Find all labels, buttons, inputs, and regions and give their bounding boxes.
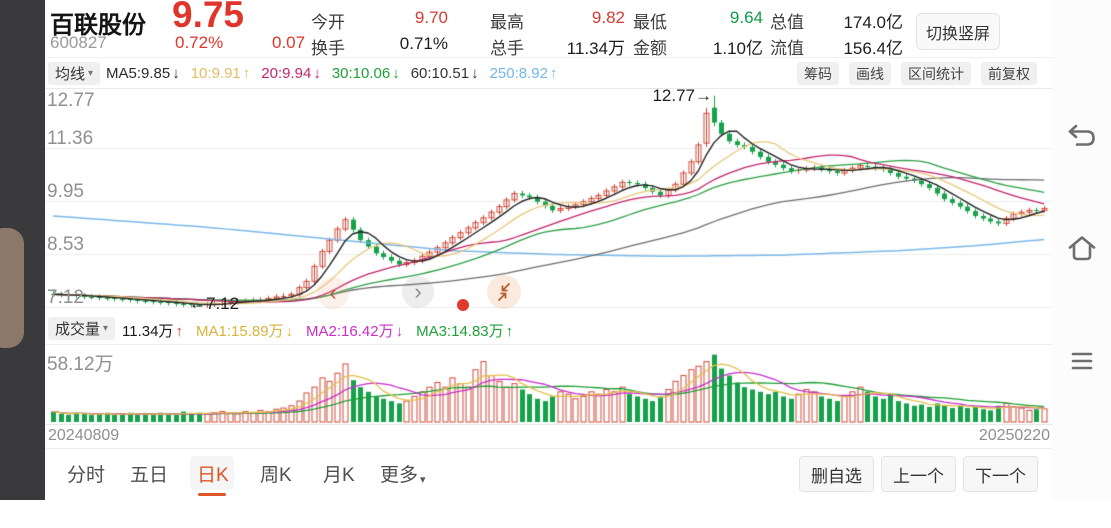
period-tabbar: 分时 五日 日K 周K 月K 更多 ▾ 删自选 上一个 下一个 xyxy=(45,448,1111,501)
back-button[interactable] xyxy=(1065,121,1099,155)
stat-value: 156.4亿 xyxy=(843,39,903,58)
tab-realtime[interactable]: 分时 xyxy=(67,465,106,486)
stat-label: 总值 xyxy=(770,13,804,32)
stat-label: 最高 xyxy=(490,13,524,32)
stat-label: 换手 xyxy=(311,39,345,58)
stock-name: 百联股份 xyxy=(50,12,146,39)
left-drawer-rail: › xyxy=(0,0,45,527)
stat-open: 今开 9.70 xyxy=(311,8,448,32)
chevron-right-icon: › xyxy=(0,506,3,528)
previous-stock-button[interactable]: 上一个 xyxy=(881,456,956,492)
stat-value: 0.71% xyxy=(399,34,448,53)
stat-value: 9.70 xyxy=(414,8,448,27)
volume-selector-button[interactable]: 成交量 ▾ xyxy=(48,317,116,340)
active-tab-underline xyxy=(198,493,226,496)
home-icon xyxy=(1068,236,1096,261)
range-stats-button[interactable]: 区间统计 xyxy=(901,62,971,85)
tab-daily-k[interactable]: 日K xyxy=(197,465,229,486)
home-button[interactable] xyxy=(1065,232,1099,266)
chevron-down-icon: ▾ xyxy=(88,68,94,79)
vol-ma3-value: MA3:14.83万 ↑ xyxy=(416,323,514,340)
stat-value: 1.10亿 xyxy=(712,39,763,58)
pan-right-button[interactable]: › xyxy=(402,276,434,308)
stat-turnover: 换手 0.71% xyxy=(311,34,448,58)
ma-selector-label: 均线 xyxy=(55,66,86,83)
ma10-value: 10:9.91 ↑ xyxy=(190,65,251,82)
stock-code: 600827 xyxy=(50,33,107,52)
y-axis-label: 12.77 xyxy=(47,90,95,111)
forward-adjust-button[interactable]: 前复权 xyxy=(981,62,1037,85)
menu-lines-icon xyxy=(1071,352,1093,370)
change-percent: 0.72% xyxy=(175,33,224,52)
draw-line-button[interactable]: 画线 xyxy=(849,62,891,85)
tab-5day[interactable]: 五日 xyxy=(130,465,169,486)
y-axis-label: 9.95 xyxy=(47,181,84,202)
header-divider xyxy=(45,57,1111,58)
y-axis-label: 11.36 xyxy=(47,128,94,149)
footer-buttons: 删自选 上一个 下一个 xyxy=(799,456,1038,492)
stat-amount: 金额 1.10亿 xyxy=(633,34,763,58)
stat-value: 9.82 xyxy=(591,8,625,27)
current-volume: 11.34万 ↑ xyxy=(122,323,183,340)
ma30-value: 30:10.06 ↓ xyxy=(331,65,400,82)
volume-canvas[interactable] xyxy=(45,345,1052,424)
vol-ma1-value: MA1:15.89万 ↓ xyxy=(196,323,294,340)
switch-portrait-button[interactable]: 切换竖屏 xyxy=(916,13,1000,50)
stat-label: 今开 xyxy=(311,13,345,32)
tab-weekly-k[interactable]: 周K xyxy=(260,465,292,486)
volume-axis-label: 58.12万 xyxy=(47,354,114,375)
stat-market-cap: 总值 174.0亿 xyxy=(770,8,903,32)
ma-selector-button[interactable]: 均线 ▾ xyxy=(48,62,101,85)
high-annotation: 12.77→ xyxy=(652,86,712,105)
tab-more[interactable]: 更多 ▾ xyxy=(380,465,426,486)
low-annotation: ←7.12 xyxy=(189,294,240,313)
pan-left-button[interactable]: ‹ xyxy=(317,277,349,309)
stat-high: 最高 9.82 xyxy=(490,8,625,32)
record-dot-indicator[interactable] xyxy=(457,299,469,311)
active-tab-background xyxy=(190,456,234,490)
ma5-value: MA5:9.85 ↓ xyxy=(106,65,180,82)
collapse-arrows-icon xyxy=(498,283,510,301)
tab-monthly-k[interactable]: 月K xyxy=(323,465,355,486)
collapse-chart-button[interactable] xyxy=(487,275,521,309)
stat-total-volume: 总手 11.34万 xyxy=(490,34,625,58)
stat-label: 金额 xyxy=(633,39,667,58)
last-price: 9.75 xyxy=(172,0,245,35)
stat-value: 11.34万 xyxy=(566,39,625,58)
recent-apps-button[interactable] xyxy=(1065,345,1099,379)
y-axis-label: 7.12 xyxy=(47,287,84,308)
stat-value: 9.64 xyxy=(729,8,763,27)
chevron-down-icon: ▾ xyxy=(420,474,426,486)
kline-canvas[interactable] xyxy=(45,89,1052,313)
ma60-value: 60:10.51 ↓ xyxy=(410,65,479,82)
kline-panel xyxy=(45,88,1052,313)
back-arrow-icon xyxy=(1068,124,1095,146)
chips-button[interactable]: 筹码 xyxy=(797,62,839,85)
ma20-value: 20:9.94 ↓ xyxy=(261,65,321,82)
remove-watchlist-button[interactable]: 删自选 xyxy=(799,456,874,492)
android-nav-rail xyxy=(1052,0,1111,500)
next-stock-button[interactable]: 下一个 xyxy=(963,456,1038,492)
stat-label: 总手 xyxy=(490,39,524,58)
change-amount: 0.07 xyxy=(272,33,306,52)
drawer-expand-handle[interactable]: › xyxy=(0,228,24,527)
stat-label: 流值 xyxy=(770,39,804,58)
volume-selector-label: 成交量 xyxy=(55,321,101,338)
stat-float-cap: 流值 156.4亿 xyxy=(770,34,903,58)
volume-panel xyxy=(45,344,1052,425)
stat-value: 174.0亿 xyxy=(843,13,903,32)
vol-ma2-value: MA2:16.42万 ↓ xyxy=(306,323,404,340)
x-axis-end-date: 20250220 xyxy=(978,427,1050,444)
chevron-down-icon: ▾ xyxy=(103,323,109,334)
x-axis-start-date: 20240809 xyxy=(48,427,120,444)
stat-label: 最低 xyxy=(633,13,667,32)
volume-ma-values-row: MA1:15.89万 ↓ MA2:16.42万 ↓ MA3:14.83万 ↑ xyxy=(196,320,513,341)
chart-tool-buttons: 筹码 画线 区间统计 前复权 xyxy=(797,62,1037,85)
ma250-value: 250:8.92 ↑ xyxy=(489,65,558,82)
stat-low: 最低 9.64 xyxy=(633,8,763,32)
y-axis-label: 8.53 xyxy=(47,234,84,255)
ma-values-row: MA5:9.85 ↓ 10:9.91 ↑ 20:9.94 ↓ 30:10.06 ↓ 60… xyxy=(106,62,557,85)
